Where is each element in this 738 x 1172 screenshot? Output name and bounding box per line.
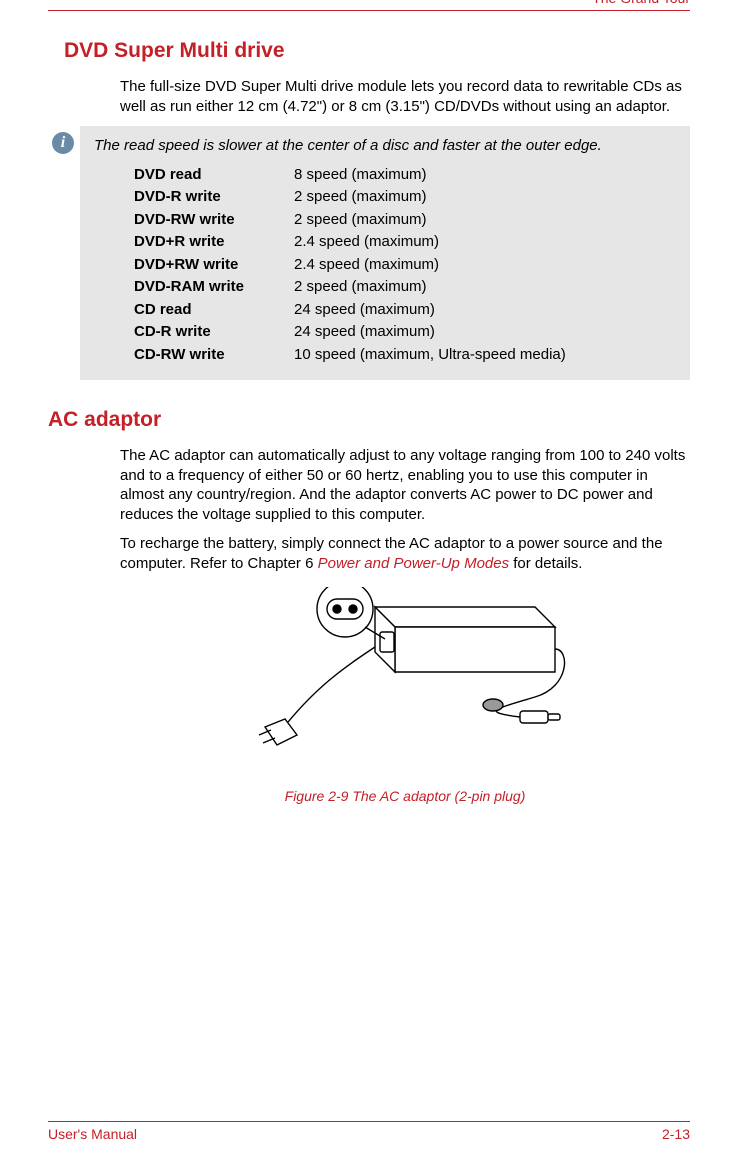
dvd-title: DVD Super Multi drive [64, 39, 690, 63]
table-row: DVD-RW write2 speed (maximum) [134, 209, 676, 232]
spec-value: 2.4 speed (maximum) [294, 231, 439, 254]
spec-label: DVD-RAM write [134, 276, 294, 299]
spec-label: CD-RW write [134, 344, 294, 367]
ac-para2: To recharge the battery, simply connect … [120, 534, 690, 573]
info-note: The read speed is slower at the center o… [94, 136, 676, 156]
figure-caption: Figure 2-9 The AC adaptor (2-pin plug) [120, 788, 690, 804]
spec-value: 24 speed (maximum) [294, 321, 435, 344]
spec-label: CD read [134, 299, 294, 322]
spec-value: 2 speed (maximum) [294, 186, 427, 209]
ac-title: AC adaptor [48, 408, 690, 432]
ac-adaptor-illustration [225, 587, 585, 777]
ac-para2-post: for details. [509, 555, 582, 572]
figure-box: Figure 2-9 The AC adaptor (2-pin plug) [120, 587, 690, 804]
footer-right: 2-13 [662, 1126, 690, 1142]
table-row: DVD read8 speed (maximum) [134, 164, 676, 187]
spec-value: 8 speed (maximum) [294, 164, 427, 187]
spec-table: DVD read8 speed (maximum) DVD-R write2 s… [134, 164, 676, 367]
spec-value: 10 speed (maximum, Ultra-speed media) [294, 344, 566, 367]
spec-label: DVD-RW write [134, 209, 294, 232]
table-row: DVD-R write2 speed (maximum) [134, 186, 676, 209]
footer-left: User's Manual [48, 1126, 137, 1142]
spec-value: 2 speed (maximum) [294, 276, 427, 299]
dvd-intro: The full-size DVD Super Multi drive modu… [120, 77, 690, 116]
spec-label: CD-R write [134, 321, 294, 344]
ac-link[interactable]: Power and Power-Up Modes [318, 555, 509, 572]
info-icon: i [52, 132, 76, 156]
spec-label: DVD+RW write [134, 254, 294, 277]
footer: User's Manual 2-13 [48, 1121, 690, 1142]
table-row: DVD-RAM write2 speed (maximum) [134, 276, 676, 299]
header-rule [48, 10, 690, 11]
table-row: DVD+RW write2.4 speed (maximum) [134, 254, 676, 277]
spec-label: DVD read [134, 164, 294, 187]
spec-label: DVD+R write [134, 231, 294, 254]
ac-para1: The AC adaptor can automatically adjust … [120, 446, 690, 524]
table-row: CD read24 speed (maximum) [134, 299, 676, 322]
header-section: The Grand Tour [48, 0, 690, 6]
table-row: DVD+R write2.4 speed (maximum) [134, 231, 676, 254]
spec-value: 2 speed (maximum) [294, 209, 427, 232]
spec-value: 2.4 speed (maximum) [294, 254, 439, 277]
table-row: CD-RW write10 speed (maximum, Ultra-spee… [134, 344, 676, 367]
spec-label: DVD-R write [134, 186, 294, 209]
spec-value: 24 speed (maximum) [294, 299, 435, 322]
table-row: CD-R write24 speed (maximum) [134, 321, 676, 344]
footer-rule [48, 1121, 690, 1122]
info-box: i The read speed is slower at the center… [80, 126, 690, 380]
